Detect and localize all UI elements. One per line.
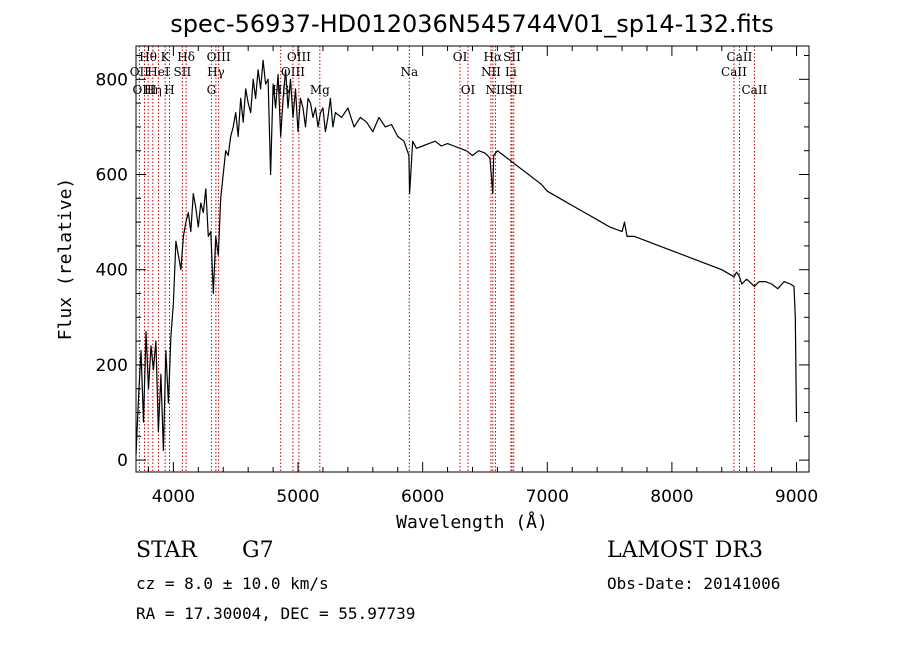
x-tick-label-3: 7000 bbox=[526, 487, 569, 507]
x-axis-label: Wavelength (Å) bbox=[396, 511, 548, 533]
object-class: STAR bbox=[136, 538, 197, 563]
line-label-3: HeI bbox=[147, 65, 170, 79]
line-label-27: CaII bbox=[741, 83, 767, 97]
line-label-6: SII bbox=[174, 65, 192, 79]
line-label-24: SII bbox=[505, 83, 523, 97]
line-label-13: OIII bbox=[287, 50, 311, 64]
line-label-5: K bbox=[161, 50, 171, 64]
line-label-16: Na bbox=[400, 65, 418, 79]
x-tick-label-0: 4000 bbox=[152, 487, 195, 507]
line-label-9: OIII bbox=[207, 50, 231, 64]
x-tick-label-5: 9000 bbox=[775, 487, 818, 507]
axis-ticks: 4000 5000 6000 7000 8000 9000 0 200 400 600 800 bbox=[96, 46, 818, 507]
line-label-20: NII bbox=[481, 65, 501, 79]
y-tick-label-3: 600 bbox=[96, 166, 128, 186]
observation-date: Obs-Date: 20141006 bbox=[607, 574, 781, 593]
line-label-22: SII bbox=[503, 50, 521, 64]
line-label-2: OIII bbox=[132, 83, 156, 97]
line-label-26: CaII bbox=[721, 65, 747, 79]
plot-frame bbox=[135, 45, 810, 473]
spectrum-line bbox=[135, 59, 798, 456]
line-label-14: OIII bbox=[281, 65, 305, 79]
y-tick-label-1: 200 bbox=[96, 356, 128, 376]
line-label-8: Hδ bbox=[177, 50, 195, 64]
line-label-21: NII bbox=[485, 83, 505, 97]
line-label-0: Hθ bbox=[139, 50, 157, 64]
survey-name: LAMOST DR3 bbox=[607, 538, 763, 563]
line-label-25: CaII bbox=[727, 50, 753, 64]
line-label-11: G bbox=[207, 83, 217, 97]
line-label-15: Mg bbox=[310, 83, 330, 97]
y-tick-label-4: 800 bbox=[96, 70, 128, 90]
y-tick-label-2: 400 bbox=[96, 261, 128, 281]
x-tick-label-2: 6000 bbox=[401, 487, 444, 507]
chart-title: spec-56937-HD012036N545744V01_sp14-132.f… bbox=[170, 10, 773, 38]
redshift-info: cz = 8.0 ± 10.0 km/s bbox=[136, 574, 329, 593]
line-label-19: Hα bbox=[484, 50, 503, 64]
line-label-17: OI bbox=[453, 50, 468, 64]
y-axis-label: Flux (relative) bbox=[55, 178, 76, 341]
line-label-7: H bbox=[164, 83, 174, 97]
x-tick-label-1: 5000 bbox=[276, 487, 319, 507]
y-tick-label-0: 0 bbox=[117, 451, 128, 471]
coordinates-info: RA = 17.30004, DEC = 55.97739 bbox=[136, 604, 416, 623]
line-label-18: OI bbox=[461, 83, 476, 97]
line-label-10: Hγ bbox=[207, 65, 225, 79]
spectral-subclass: G7 bbox=[242, 538, 274, 563]
line-label-23: Li bbox=[505, 65, 517, 79]
line-label-4: Hη bbox=[144, 83, 162, 97]
x-tick-label-4: 8000 bbox=[650, 487, 693, 507]
